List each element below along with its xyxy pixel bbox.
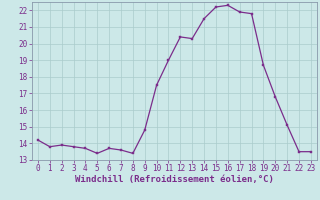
- X-axis label: Windchill (Refroidissement éolien,°C): Windchill (Refroidissement éolien,°C): [75, 175, 274, 184]
